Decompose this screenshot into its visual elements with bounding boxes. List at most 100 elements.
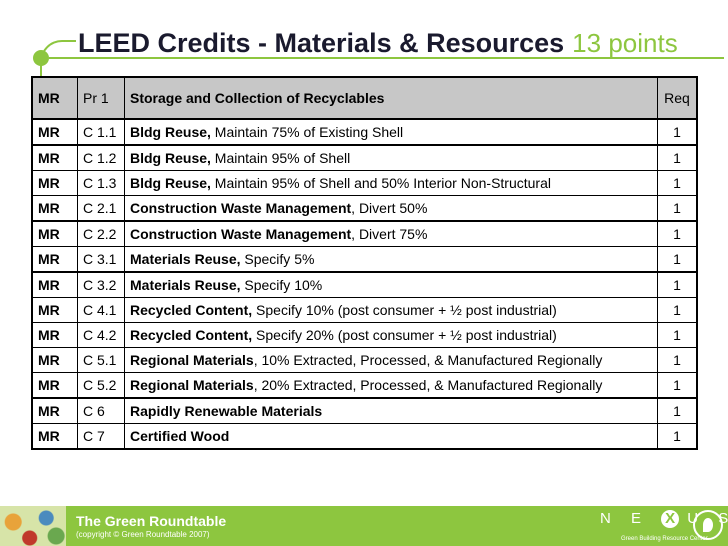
header-desc: Storage and Collection of Recyclables (124, 76, 658, 120)
nexus-x: X (661, 510, 680, 528)
table-row: MR C 5.2 Regional Materials, 20% Extracted… (31, 372, 698, 399)
table-row: MR C 1.1 Bldg Reuse, Maintain 75% of Exist… (31, 118, 698, 146)
row-pts: 1 (657, 347, 698, 373)
row-pts: 1 (657, 397, 698, 424)
page-title-points: 13 points (572, 28, 678, 58)
row-desc: Regional Materials, 20% Extracted, Proce… (124, 372, 658, 399)
row-desc-bold: Materials Reuse, (130, 277, 241, 293)
row-desc: Certified Wood (124, 423, 658, 450)
row-desc: Construction Waste Management, Divert 75… (124, 220, 658, 247)
header-num: Pr 1 (77, 76, 125, 120)
row-desc-rest: Maintain 95% of Shell (210, 150, 351, 166)
row-pts: 1 (657, 297, 698, 323)
row-cat: MR (31, 271, 78, 298)
row-num: C 5.1 (77, 347, 125, 373)
credits-table: MR Pr 1 Storage and Collection of Recycl… (31, 76, 698, 450)
row-num: C 3.1 (77, 246, 125, 273)
row-pts: 1 (657, 271, 698, 298)
row-desc-rest: Specify 5% (240, 251, 315, 267)
row-cat: MR (31, 144, 78, 171)
row-num: C 1.1 (77, 118, 125, 146)
row-desc-bold: Regional Materials (130, 377, 254, 393)
row-pts: 1 (657, 322, 698, 348)
table-row: MR C 6 Rapidly Renewable Materials 1 (31, 397, 698, 424)
row-desc-bold: Bldg Reuse, (130, 124, 211, 140)
row-desc-bold: Recycled Content, (130, 302, 253, 318)
title-decor-dot (33, 50, 49, 66)
row-desc-bold: Rapidly Renewable Materials (130, 403, 323, 419)
row-num: C 1.2 (77, 144, 125, 171)
row-cat: MR (31, 195, 78, 222)
row-cat: MR (31, 118, 78, 146)
row-desc: Materials Reuse, Specify 10% (124, 271, 658, 298)
row-cat: MR (31, 423, 78, 450)
row-desc-bold: Construction Waste Management (130, 200, 352, 216)
row-num: C 1.3 (77, 170, 125, 196)
row-num: C 5.2 (77, 372, 125, 399)
row-desc: Regional Materials, 10% Extracted, Proce… (124, 347, 658, 373)
table-row: MR C 1.2 Bldg Reuse, Maintain 95% of Shell… (31, 144, 698, 171)
row-cat: MR (31, 170, 78, 196)
row-cat: MR (31, 246, 78, 273)
table-row: MR C 2.2 Construction Waste Management, Di… (31, 220, 698, 247)
row-desc-rest: , 20% Extracted, Processed, & Manufactur… (253, 377, 603, 393)
row-desc-rest: , Divert 75% (351, 226, 428, 242)
green-roundtable-logo (0, 506, 66, 546)
row-desc-bold: Bldg Reuse, (130, 175, 211, 191)
row-desc-bold: Materials Reuse, (130, 251, 241, 267)
table-row: MR C 3.2 Materials Reuse, Specify 10% 1 (31, 271, 698, 298)
row-cat: MR (31, 220, 78, 247)
table-row: MR C 1.3 Bldg Reuse, Maintain 95% of Shell… (31, 170, 698, 196)
row-desc: Bldg Reuse, Maintain 75% of Existing She… (124, 118, 658, 146)
row-num: C 2.2 (77, 220, 125, 247)
row-desc: Bldg Reuse, Maintain 95% of Shell (124, 144, 658, 171)
row-desc-bold: Regional Materials (130, 352, 254, 368)
row-desc-rest: , 10% Extracted, Processed, & Manufactur… (253, 352, 603, 368)
table-row: MR C 2.1 Construction Waste Management, Di… (31, 195, 698, 222)
nexus-left: N E (600, 510, 650, 527)
page-title-main: LEED Credits - Materials & Resources (78, 28, 565, 58)
row-cat: MR (31, 322, 78, 348)
row-pts: 1 (657, 144, 698, 171)
row-cat: MR (31, 297, 78, 323)
nexus-seal-icon (693, 510, 723, 540)
row-cat: MR (31, 372, 78, 399)
page-title: LEED Credits - Materials & Resources 13 p… (78, 28, 678, 59)
table-row: MR C 5.1 Regional Materials, 10% Extracted… (31, 347, 698, 373)
row-num: C 3.2 (77, 271, 125, 298)
footer-org-name: The Green Roundtable (76, 513, 227, 529)
row-desc: Materials Reuse, Specify 5% (124, 246, 658, 273)
row-desc: Recycled Content, Specify 20% (post cons… (124, 322, 658, 348)
row-desc-rest: Maintain 75% of Existing Shell (210, 124, 404, 140)
row-desc-rest: Maintain 95% of Shell and 50% Interior N… (210, 175, 551, 191)
table-row: MR C 4.2 Recycled Content, Specify 20% (po… (31, 322, 698, 348)
title-area: LEED Credits - Materials & Resources 13 p… (0, 0, 728, 82)
footer-copyright: (copyright © Green Roundtable 2007) (76, 530, 210, 539)
table-header-row: MR Pr 1 Storage and Collection of Recycl… (31, 76, 698, 120)
row-cat: MR (31, 347, 78, 373)
row-pts: 1 (657, 246, 698, 273)
nexus-subtitle: Green Building Resource Center (621, 536, 708, 542)
row-desc-rest: Specify 10% (post consumer + ½ post indu… (252, 302, 557, 318)
row-desc: Recycled Content, Specify 10% (post cons… (124, 297, 658, 323)
row-num: C 2.1 (77, 195, 125, 222)
row-cat: MR (31, 397, 78, 424)
row-pts: 1 (657, 220, 698, 247)
footer-bar: The Green Roundtable (copyright © Green … (0, 506, 728, 546)
row-num: C 6 (77, 397, 125, 424)
table-row: MR C 7 Certified Wood 1 (31, 423, 698, 450)
row-pts: 1 (657, 372, 698, 399)
row-desc-bold: Certified Wood (130, 428, 230, 444)
row-num: C 4.1 (77, 297, 125, 323)
row-desc-rest: , Divert 50% (351, 200, 428, 216)
header-pts: Req (657, 76, 698, 120)
table-row: MR C 4.1 Recycled Content, Specify 10% (po… (31, 297, 698, 323)
row-pts: 1 (657, 195, 698, 222)
title-underline (49, 57, 724, 59)
row-desc-bold: Bldg Reuse, (130, 150, 211, 166)
row-num: C 7 (77, 423, 125, 450)
row-desc-rest: Specify 10% (240, 277, 323, 293)
row-pts: 1 (657, 423, 698, 450)
row-pts: 1 (657, 118, 698, 146)
row-desc-rest: Specify 20% (post consumer + ½ post indu… (252, 327, 557, 343)
